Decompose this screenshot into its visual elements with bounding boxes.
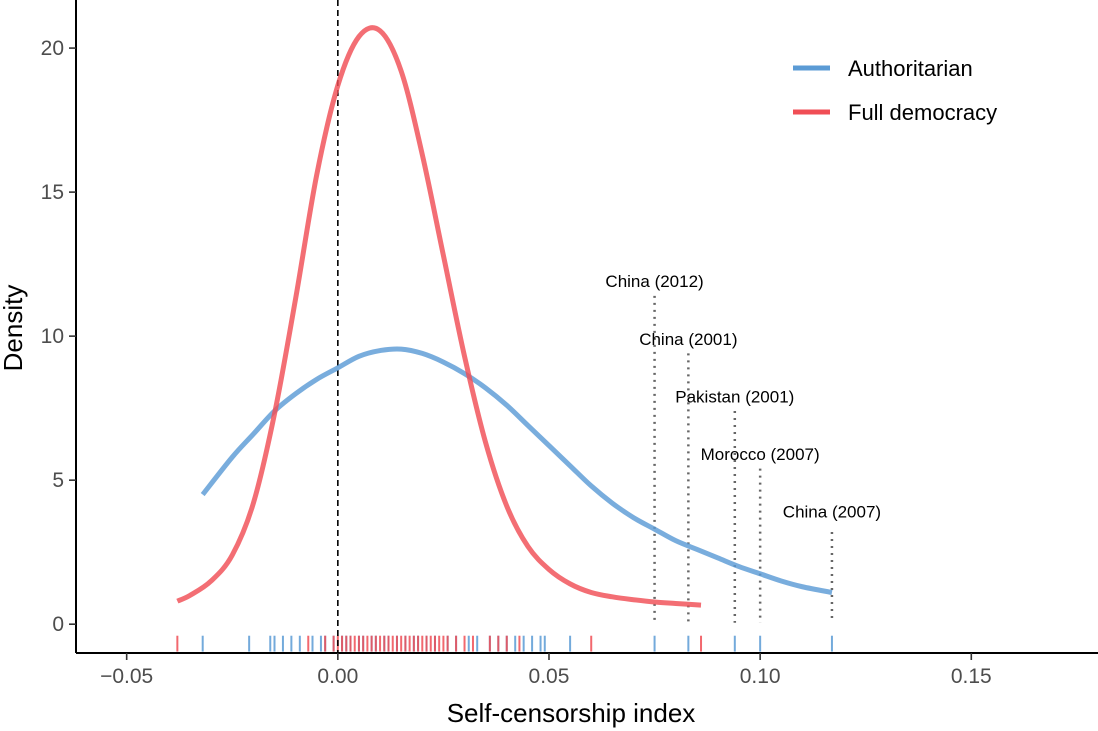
series-layer xyxy=(176,25,833,608)
y-tick-label: 0 xyxy=(52,613,64,636)
annotation-layer: China (2012) China (2001) Pakistan (2001) M… xyxy=(605,272,881,623)
annotation-label: China (2012) xyxy=(605,272,703,291)
x-tick-label: 0.00 xyxy=(317,665,358,688)
x-tick-label: 0.10 xyxy=(740,665,781,688)
series-line-authoritarian xyxy=(200,346,833,595)
annotation-label: Morocco (2007) xyxy=(701,445,820,464)
y-tick-label: 5 xyxy=(52,469,64,492)
annotation-label: Pakistan (2001) xyxy=(675,387,794,406)
legend-label: Full democracy xyxy=(848,100,997,125)
plot-panel: China (2012) China (2001) Pakistan (2001) M… xyxy=(176,0,881,653)
x-axis-ticks: −0.05 0.00 0.05 0.10 0.15 xyxy=(100,653,992,688)
x-axis-title: Self-censorship index xyxy=(447,698,696,728)
legend: Authoritarian Full democracy xyxy=(793,56,997,125)
x-tick-label: 0.15 xyxy=(951,665,992,688)
y-tick-label: 15 xyxy=(41,181,64,204)
y-axis-ticks: 0 5 10 15 20 xyxy=(41,37,76,636)
x-tick-label: −0.05 xyxy=(100,665,153,688)
y-tick-label: 10 xyxy=(41,325,64,348)
legend-label: Authoritarian xyxy=(848,56,973,81)
annotation-label: China (2007) xyxy=(783,503,881,522)
series-line-full-democracy xyxy=(176,25,702,608)
annotation-label: China (2001) xyxy=(639,330,737,349)
rug-layer xyxy=(176,635,833,652)
y-axis-title: Density xyxy=(0,285,28,372)
y-tick-label: 20 xyxy=(41,37,64,60)
x-tick-label: 0.05 xyxy=(529,665,570,688)
